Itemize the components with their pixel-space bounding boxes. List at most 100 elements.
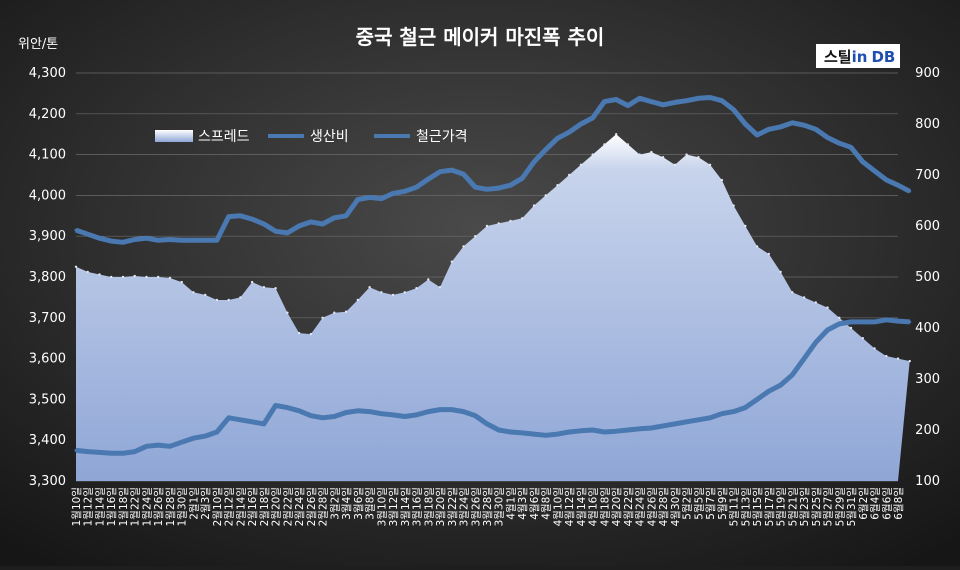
production-cost-point bbox=[109, 451, 113, 455]
production-cost-point bbox=[215, 430, 219, 434]
rebar-price-point bbox=[896, 183, 900, 187]
rebar-price-point bbox=[790, 121, 794, 125]
x-tick-label: 6월2일 bbox=[857, 487, 870, 520]
spread-point bbox=[814, 301, 817, 304]
production-cost-point bbox=[532, 432, 536, 436]
production-cost-point bbox=[462, 410, 465, 414]
spread-point bbox=[896, 357, 900, 360]
x-tick-label: 4월22일 bbox=[622, 487, 635, 526]
x-tick-label: 3월22일 bbox=[446, 487, 459, 526]
brand-prefix: 스틸 bbox=[824, 48, 852, 66]
left-tick-label: 4,100 bbox=[29, 148, 66, 163]
rebar-price-point bbox=[391, 191, 395, 195]
x-tick-label: 2월20일 bbox=[270, 487, 283, 526]
rebar-price-point bbox=[368, 195, 372, 199]
right-tick-label: 200 bbox=[915, 423, 940, 438]
x-tick-label: 4월10일 bbox=[551, 487, 564, 526]
rebar-price-point bbox=[826, 136, 829, 139]
production-cost-point bbox=[426, 410, 430, 414]
spread-point bbox=[450, 260, 453, 263]
production-cost-point bbox=[579, 429, 583, 433]
x-tick-label: 3월26일 bbox=[469, 487, 482, 526]
right-tick-label: 300 bbox=[915, 372, 940, 387]
left-tick-label: 3,600 bbox=[29, 352, 66, 367]
spread-point bbox=[74, 265, 78, 268]
right-tick-label: 900 bbox=[915, 66, 940, 81]
production-cost-point bbox=[720, 412, 724, 416]
production-cost-point bbox=[509, 430, 512, 434]
spread-point bbox=[427, 278, 430, 281]
x-tick-label: 1월24일 bbox=[140, 487, 153, 526]
data-points bbox=[74, 96, 912, 455]
production-cost-point bbox=[203, 434, 207, 438]
rebar-price-point bbox=[685, 99, 689, 103]
production-cost-point bbox=[556, 432, 559, 436]
spread-point bbox=[767, 252, 770, 256]
production-cost-point bbox=[567, 430, 571, 434]
left-tick-label: 3,400 bbox=[29, 433, 66, 448]
rebar-price-point bbox=[356, 198, 360, 201]
rebar-price-point bbox=[837, 141, 841, 145]
spread-point bbox=[180, 280, 183, 284]
spread-point bbox=[661, 156, 665, 159]
production-cost-point bbox=[356, 409, 360, 413]
spread-point bbox=[309, 332, 313, 336]
spread-point bbox=[861, 337, 864, 340]
production-cost-point bbox=[133, 450, 137, 454]
spread-point bbox=[497, 222, 500, 225]
rebar-price-point bbox=[884, 178, 888, 182]
spread-point bbox=[826, 306, 829, 309]
x-tick-label: 1월22일 bbox=[129, 487, 142, 526]
spread-point bbox=[720, 178, 724, 182]
x-tick-label: 4월12일 bbox=[563, 487, 576, 526]
x-tick-label: 5월25일 bbox=[810, 487, 823, 526]
production-cost-point bbox=[332, 415, 336, 418]
spread-point bbox=[568, 173, 571, 177]
production-cost-point bbox=[591, 428, 595, 432]
spread-point bbox=[133, 274, 136, 278]
left-tick-label: 3,700 bbox=[29, 311, 66, 326]
rebar-price-point bbox=[532, 160, 536, 164]
right-tick-label: 400 bbox=[915, 321, 940, 336]
left-tick-label: 3,500 bbox=[29, 392, 66, 407]
production-cost-point bbox=[156, 443, 160, 447]
rebar-price-point bbox=[74, 228, 78, 232]
x-tick-label: 4월20일 bbox=[610, 487, 623, 526]
spread-point bbox=[239, 296, 242, 299]
spread-point bbox=[697, 156, 700, 159]
production-cost-point bbox=[743, 406, 747, 410]
spread-point bbox=[333, 311, 336, 314]
x-tick-label: 3월18일 bbox=[422, 487, 435, 526]
spread-point bbox=[356, 298, 359, 302]
production-cost-point bbox=[285, 406, 289, 410]
left-tick-label: 4,000 bbox=[29, 188, 66, 203]
rebar-price-point bbox=[309, 220, 313, 224]
spread-point bbox=[391, 293, 395, 297]
x-tick-label: 3월16일 bbox=[411, 487, 424, 526]
x-tick-label: 4월1일 bbox=[504, 487, 517, 520]
spread-point bbox=[121, 275, 125, 279]
spread-point bbox=[474, 235, 477, 238]
rebar-price-point bbox=[450, 168, 454, 172]
rebar-price-point bbox=[602, 100, 606, 104]
production-cost-point bbox=[438, 408, 442, 412]
rebar-price-point bbox=[661, 103, 665, 107]
legend-spread-label: 스프레드 bbox=[198, 129, 250, 145]
x-tick-label: 2월12일 bbox=[223, 487, 236, 526]
rebar-price-point bbox=[133, 238, 137, 241]
rebar-price-point bbox=[145, 236, 148, 240]
spread-point bbox=[638, 153, 641, 156]
spread-point bbox=[779, 270, 782, 274]
right-tick-label: 800 bbox=[915, 117, 940, 132]
rebar-price-point bbox=[238, 214, 242, 218]
spread-point bbox=[849, 326, 853, 330]
production-cost-point bbox=[168, 444, 172, 448]
right-tick-label: 700 bbox=[915, 168, 940, 183]
rebar-price-point bbox=[849, 145, 853, 149]
production-cost-point bbox=[391, 413, 395, 417]
x-tick-label: 2월22일 bbox=[281, 487, 294, 526]
rebar-price-point bbox=[332, 216, 336, 220]
rebar-price-point bbox=[755, 133, 759, 137]
spread-point bbox=[321, 316, 324, 319]
